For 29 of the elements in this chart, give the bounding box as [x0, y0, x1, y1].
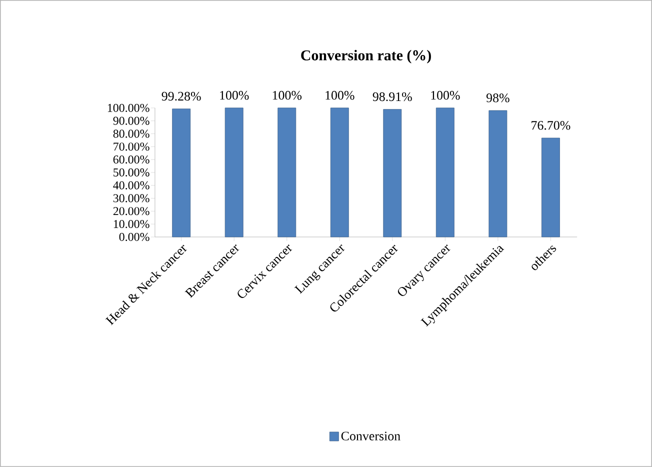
- bar: [436, 108, 454, 238]
- y-tick-label: 70.00%: [114, 142, 150, 151]
- data-label: 98.91%: [372, 92, 412, 102]
- bar: [541, 138, 560, 238]
- y-tick-label: 100.00%: [108, 104, 150, 112]
- data-label: 100%: [326, 90, 354, 100]
- y-tick-label: 0.00%: [119, 232, 150, 242]
- y-tick-label: 20.00%: [113, 207, 150, 216]
- bar: [330, 108, 349, 238]
- bar: [488, 110, 508, 238]
- data-label: 100%: [220, 90, 249, 100]
- bar: [278, 108, 296, 238]
- bar: [224, 108, 244, 238]
- y-tick-label: 10.00%: [114, 220, 150, 228]
- y-tick-label: 60.00%: [113, 156, 150, 164]
- legend-label: Conversion: [341, 432, 400, 440]
- y-tick-label: 90.00%: [113, 116, 150, 125]
- y-tick-label: 80.00%: [113, 130, 150, 138]
- bar: [383, 109, 402, 238]
- data-label: 98%: [486, 94, 510, 102]
- data-label: 99.28%: [162, 92, 201, 101]
- y-tick-label: 30.00%: [113, 194, 150, 202]
- y-tick-label: 40.00%: [113, 181, 150, 190]
- bar: [172, 108, 191, 238]
- data-label: 100%: [272, 90, 302, 100]
- data-label: 76.70%: [532, 121, 570, 130]
- y-tick-label: 50.00%: [114, 168, 150, 177]
- data-label: 100%: [431, 90, 460, 100]
- chart-title: Conversion rate (%): [301, 50, 431, 64]
